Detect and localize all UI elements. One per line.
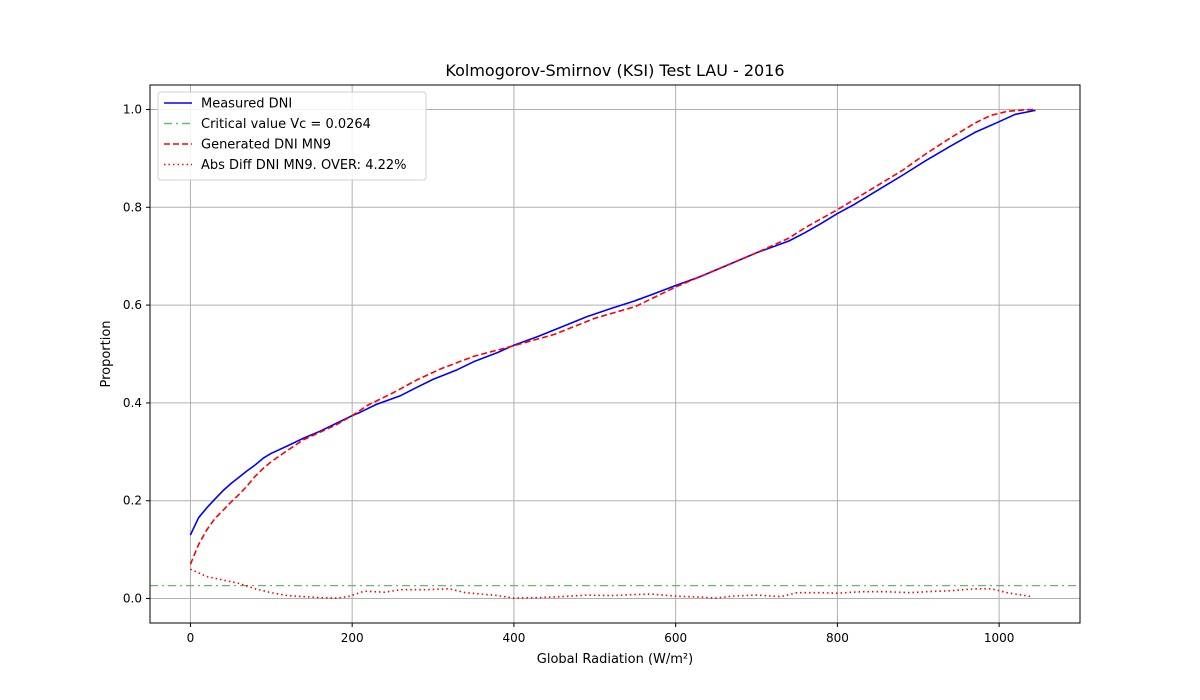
plot-area-frame xyxy=(149,84,1081,624)
legend-box xyxy=(157,91,427,181)
y-tick-label: 0.0 xyxy=(123,592,142,606)
y-axis-label: Proportion xyxy=(99,320,114,387)
series-layer xyxy=(150,108,1080,599)
x-tick-label: 0 xyxy=(187,631,195,645)
legend-label: Generated DNI MN9 xyxy=(201,138,331,153)
chart-title: Kolmogorov-Smirnov (KSI) Test LAU - 2016 xyxy=(445,61,784,80)
x-tick-label: 600 xyxy=(664,631,687,645)
series-line-4 xyxy=(190,568,1032,599)
legend: Measured DNI Critical value Vc = 0.0264 Ge… xyxy=(157,91,427,181)
x-axis-label: Global Radiation (W/m²) xyxy=(537,652,693,667)
y-tick-label: 0.6 xyxy=(123,298,142,312)
x-tick-label: 200 xyxy=(341,631,364,645)
x-tick-label: 1000 xyxy=(984,631,1015,645)
legend-label: Critical value Vc = 0.0264 xyxy=(201,117,371,132)
tick-layer: 0 200 400 600 800 1000 0.0 0.2 0.4 0.6 0.8 1.0 xyxy=(123,102,1014,645)
legend-label: Abs Diff DNI MN9. OVER: 4.22% xyxy=(201,158,407,173)
y-tick-label: 0.2 xyxy=(123,494,142,508)
series-line-3 xyxy=(189,108,1036,565)
y-tick-label: 0.4 xyxy=(123,396,142,410)
x-tick-label: 400 xyxy=(502,631,525,645)
y-tick-label: 1.0 xyxy=(123,102,142,116)
y-tick-label: 0.8 xyxy=(123,200,142,214)
x-tick-label: 800 xyxy=(826,631,849,645)
legend-label: Measured DNI xyxy=(201,97,292,112)
series-line-1 xyxy=(189,109,1036,536)
